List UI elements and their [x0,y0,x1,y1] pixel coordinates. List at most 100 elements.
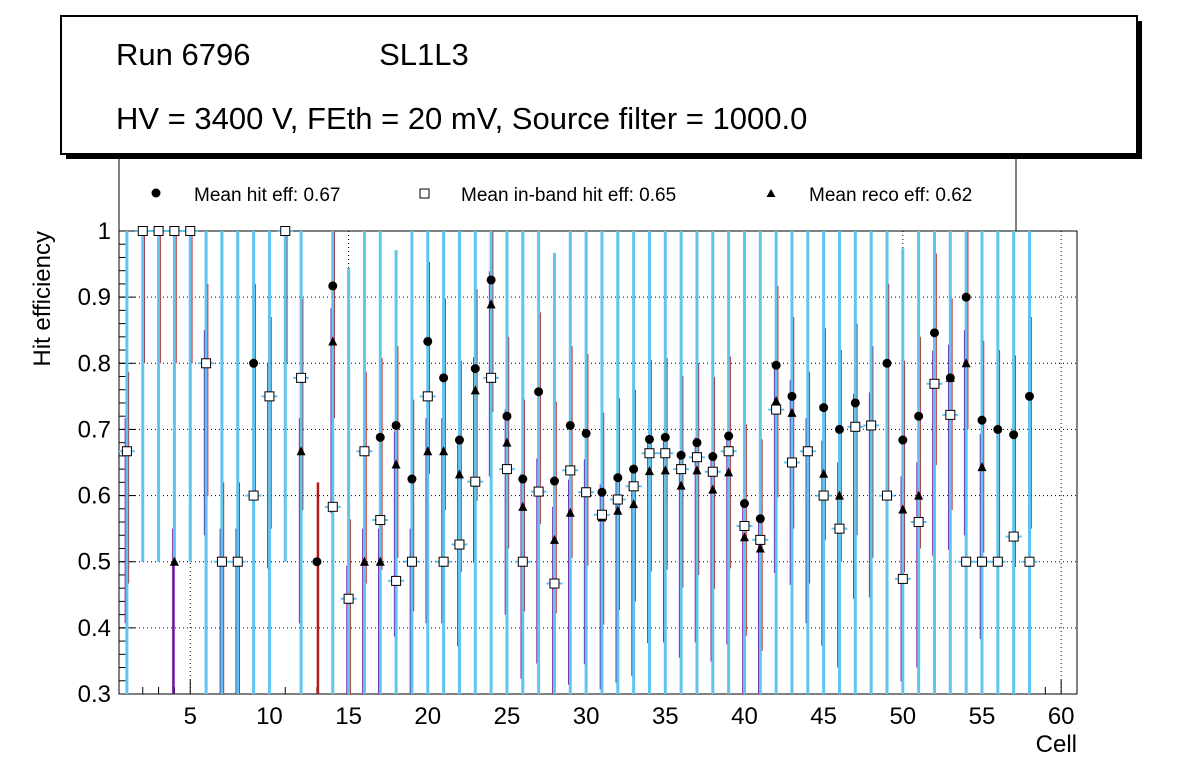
hit-marker [708,452,718,462]
inband-marker [644,448,655,459]
x-tick-label: 20 [414,703,441,730]
hit-marker [549,476,559,486]
reco-marker [898,504,908,514]
hit-marker [312,557,322,567]
x-tick-label: 50 [889,703,916,730]
x-tick-label: 40 [731,703,758,730]
hit-marker [470,364,480,374]
hit-marker [518,474,528,484]
legend-reco-marker [766,189,776,197]
reco-marker [423,446,433,456]
inband-marker [834,523,845,534]
hit-marker [249,358,259,368]
inband-marker [533,486,544,497]
reco-marker [502,437,512,447]
hit-marker [534,387,544,397]
inband-marker [802,446,813,457]
reco-marker [914,490,924,500]
inband-marker [628,481,639,492]
inband-marker [976,556,987,567]
y-tick-label: 0.7 [78,416,111,443]
reco-marker [454,469,464,479]
y-tick-label: 0.5 [78,549,111,576]
reco-marker [391,459,401,469]
x-tick-label: 60 [1048,703,1075,730]
reco-marker [359,556,369,566]
hit-marker [644,434,654,444]
y-axis-title: Hit efficiency [29,231,56,367]
y-tick-label: 1 [98,218,111,245]
inband-marker [137,226,148,236]
inband-marker [185,226,196,236]
inband-marker [121,446,132,457]
reco-marker [739,532,749,542]
reco-marker [787,407,797,417]
hit-marker [755,514,765,524]
hit-marker [834,424,844,434]
hit-marker [724,431,734,441]
inband-marker [375,515,386,526]
layer-label: SL1L3 [379,37,469,72]
reco-marker [755,543,765,553]
inband-marker [1008,531,1019,542]
hit-marker [993,424,1003,434]
inband-marker [517,556,528,567]
inband-marker [201,358,212,369]
inband-marker [786,457,797,468]
legend-hit-marker [151,188,161,198]
x-tick-label: 30 [573,703,600,730]
y-tick-label: 0.8 [78,350,111,377]
reco-marker [644,466,654,476]
hit-marker [328,281,338,291]
hit-marker [771,360,781,370]
inband-marker [581,487,592,498]
hit-marker [739,499,749,509]
inband-marker [691,452,702,463]
legend-box [118,149,1017,232]
hit-marker [914,411,924,421]
legend-hit-label: Mean hit eff: 0.67 [194,185,340,206]
hit-marker [977,415,987,425]
inband-marker [755,534,766,545]
inband-marker [723,446,734,457]
inband-marker [565,465,576,476]
run-label: Run 6796 [116,37,251,72]
plot-frame [118,230,1078,695]
x-tick-label: 55 [969,703,996,730]
reco-marker [961,358,971,368]
legend-reco-label: Mean reco eff: 0.62 [809,185,972,206]
hit-marker [882,358,892,368]
hit-marker [565,420,575,430]
inband-marker [992,556,1003,567]
hit-marker [613,473,623,483]
inband-marker [248,490,259,501]
hit-marker [423,336,433,346]
x-tick-label: 35 [652,703,679,730]
inband-marker [343,593,354,604]
inband-marker [406,556,417,567]
x-tick-label: 45 [810,703,837,730]
inband-marker [438,556,449,567]
hit-marker [929,328,939,338]
inband-marker [169,226,180,236]
reco-marker [977,462,987,472]
inband-marker [470,476,481,487]
hit-marker [819,403,829,413]
hit-marker [581,428,591,438]
title-box: Run 6796 SL1L3 HV = 3400 V, FEth = 20 mV… [60,15,1138,155]
reco-marker [676,480,686,490]
x-axis-title: Cell [1036,731,1077,758]
reco-marker [565,507,575,517]
reco-marker [328,336,338,346]
y-tick-label: 0.4 [78,615,111,642]
inband-marker [945,409,956,420]
y-tick-label: 0.9 [78,284,111,311]
inband-marker [596,509,607,520]
reco-marker [518,501,528,511]
reco-marker [724,467,734,477]
inband-marker [961,556,972,567]
reco-marker [613,505,623,515]
reco-marker [549,534,559,544]
inband-marker [771,404,782,415]
hit-marker [660,432,670,442]
